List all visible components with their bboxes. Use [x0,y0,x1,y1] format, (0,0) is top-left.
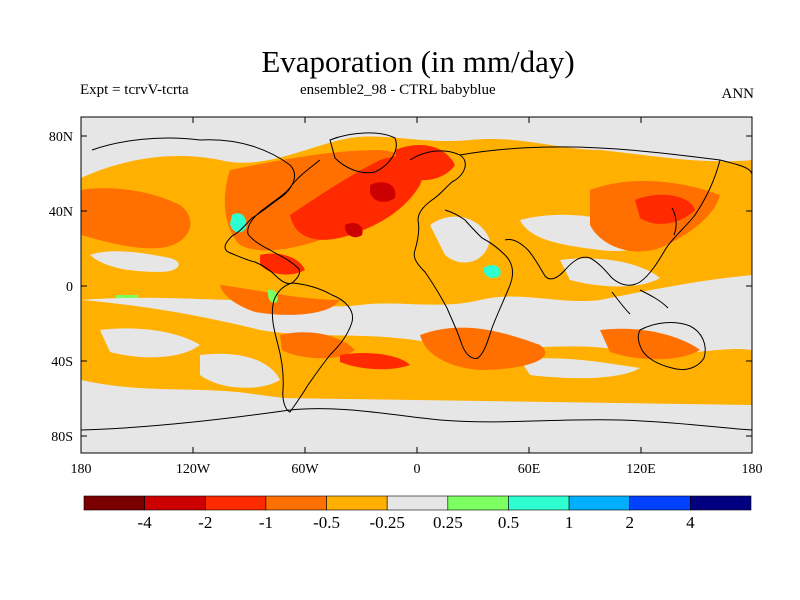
lon-label: 60E [518,462,541,477]
colorbar-label: 0.5 [498,513,519,532]
lat-label: 0 [66,280,73,295]
lat-label: 80N [49,130,73,145]
colorbar-label: -0.5 [313,513,340,532]
colorbar-swatch [144,495,206,511]
colorbar-label: -2 [198,513,212,532]
colorbar-swatch [690,495,752,511]
lat-label: 80S [51,430,73,445]
axis-labels: 80N 40N 0 40S 80S 180 120W 60W 0 60E 120E 180 [49,130,763,477]
colorbar-swatch [447,495,509,511]
lat-label: 40S [51,355,73,370]
contour-band-dark-red [345,182,396,238]
colorbar-label: 0.25 [433,513,463,532]
ensemble-label: ensemble2_98 - CTRL babyblue [300,82,496,98]
evaporation-field [81,117,752,453]
map-title: Evaporation (in mm/day) [261,44,575,79]
colorbar-label: 4 [686,513,695,532]
colorbar-swatch [508,495,570,511]
lon-label: 60W [291,462,319,477]
experiment-label: Expt = tcrvV-tcrta [80,82,189,98]
season-label: ANN [721,86,755,102]
colorbar-label: 2 [625,513,634,532]
axis-ticks [80,117,753,453]
colorbar-swatch [568,495,631,511]
lat-label: 40N [49,205,73,220]
colorbar-label: -4 [138,513,153,532]
colorbar-swatch [326,495,388,511]
lon-label: 180 [742,462,763,477]
colorbar-label: -0.25 [369,513,404,532]
colorbar-swatch [265,495,327,511]
coastlines [81,132,752,431]
colorbar: -4 -2 -1 -0.5 -0.25 0.25 0.5 1 2 4 [83,495,752,532]
colorbar-swatch [83,495,145,511]
lon-label: 120E [626,462,656,477]
colorbar-label: -1 [259,513,273,532]
colorbar-swatch [629,495,691,511]
colorbar-swatch [386,495,449,511]
colorbar-label: 1 [565,513,574,532]
lon-label: 180 [71,462,92,477]
colorbar-swatch [204,495,267,511]
lon-label: 120W [176,462,211,477]
contour-band-red [260,145,695,370]
lon-label: 0 [414,462,421,477]
